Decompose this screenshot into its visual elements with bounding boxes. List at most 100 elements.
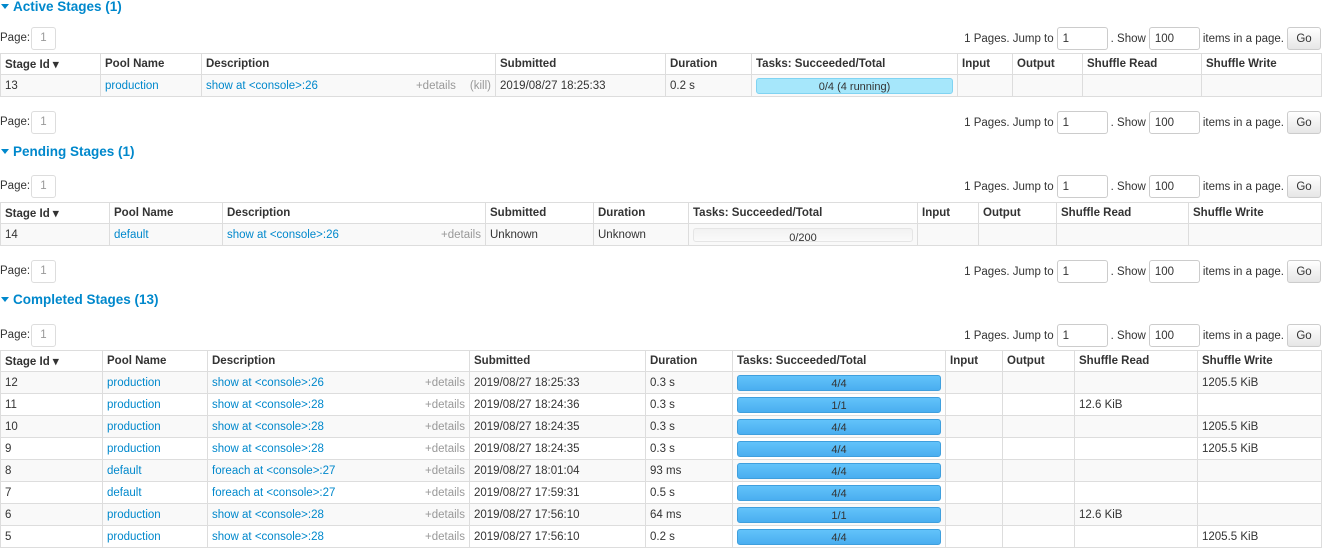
- page-number-button[interactable]: 1: [31, 260, 56, 283]
- column-header-duration[interactable]: Duration: [665, 53, 752, 75]
- pool-link[interactable]: production: [107, 508, 161, 521]
- description-link[interactable]: show at <console>:28: [212, 420, 324, 433]
- pool-link[interactable]: production: [107, 420, 161, 433]
- column-header-pool-name[interactable]: Pool Name: [100, 53, 202, 75]
- column-header-shuffle-write[interactable]: Shuffle Write: [1201, 53, 1322, 75]
- show-label: . Show: [1110, 265, 1146, 278]
- go-button[interactable]: Go: [1287, 111, 1321, 134]
- pool-name-cell: default: [109, 223, 223, 246]
- description-link[interactable]: show at <console>:28: [212, 508, 324, 521]
- details-toggle[interactable]: +details: [425, 464, 465, 477]
- shuffle-read-cell: [1074, 459, 1198, 482]
- page-label: Page:: [0, 265, 31, 277]
- description-link[interactable]: foreach at <console>:27: [212, 464, 336, 477]
- column-header-description[interactable]: Description: [201, 53, 496, 75]
- pool-link[interactable]: production: [107, 376, 161, 389]
- column-header-description[interactable]: Description: [207, 350, 470, 372]
- column-header-pool-name[interactable]: Pool Name: [102, 350, 208, 372]
- column-header-shuffle-read[interactable]: Shuffle Read: [1074, 350, 1198, 372]
- pool-link[interactable]: default: [107, 486, 142, 499]
- description-cell: +details show at <console>:28: [207, 393, 470, 416]
- column-header-output[interactable]: Output: [978, 202, 1057, 224]
- section-title-1[interactable]: Pending Stages (1): [0, 144, 135, 159]
- page-number-button[interactable]: 1: [31, 324, 56, 347]
- page-number-button[interactable]: 1: [31, 111, 56, 134]
- column-header-description[interactable]: Description: [222, 202, 486, 224]
- pool-link[interactable]: production: [107, 442, 161, 455]
- go-button[interactable]: Go: [1287, 324, 1321, 347]
- column-header-shuffle-read[interactable]: Shuffle Read: [1082, 53, 1202, 75]
- duration-cell: 93 ms: [645, 459, 733, 482]
- column-header-duration[interactable]: Duration: [645, 350, 733, 372]
- column-header-submitted[interactable]: Submitted: [485, 202, 594, 224]
- output-cell: [1002, 371, 1075, 394]
- page-size-input[interactable]: [1148, 27, 1200, 50]
- column-header-stage-id[interactable]: Stage Id ▾: [0, 202, 110, 224]
- column-header-submitted[interactable]: Submitted: [469, 350, 646, 372]
- pool-link[interactable]: production: [107, 398, 161, 411]
- details-toggle[interactable]: +details: [425, 420, 465, 433]
- column-header-tasks[interactable]: Tasks: Succeeded/Total: [751, 53, 958, 75]
- jump-to-page-input[interactable]: [1056, 324, 1108, 347]
- section-title-2[interactable]: Completed Stages (13): [0, 292, 159, 307]
- details-toggle[interactable]: +details: [425, 508, 465, 521]
- column-header-input[interactable]: Input: [957, 53, 1013, 75]
- description-link[interactable]: show at <console>:26: [227, 228, 339, 241]
- column-header-shuffle-write[interactable]: Shuffle Write: [1197, 350, 1322, 372]
- column-header-tasks[interactable]: Tasks: Succeeded/Total: [688, 202, 918, 224]
- shuffle-read-cell: 12.6 KiB: [1074, 393, 1198, 416]
- details-toggle[interactable]: +details: [425, 442, 465, 455]
- pool-link[interactable]: production: [105, 79, 159, 92]
- column-header-shuffle-read[interactable]: Shuffle Read: [1056, 202, 1189, 224]
- details-toggle[interactable]: +details: [441, 228, 481, 241]
- pool-link[interactable]: production: [107, 530, 161, 543]
- description-link[interactable]: foreach at <console>:27: [212, 486, 336, 499]
- column-header-stage-id[interactable]: Stage Id ▾: [0, 53, 101, 75]
- go-button[interactable]: Go: [1287, 260, 1321, 283]
- page-number-button[interactable]: 1: [31, 27, 56, 50]
- duration-cell: 0.5 s: [645, 481, 733, 504]
- description-link[interactable]: show at <console>:28: [212, 530, 324, 543]
- details-toggle[interactable]: +details: [415, 79, 456, 92]
- column-header-submitted[interactable]: Submitted: [495, 53, 666, 75]
- column-header-duration[interactable]: Duration: [593, 202, 689, 224]
- kill-link[interactable]: (kill): [469, 79, 491, 92]
- column-header-input[interactable]: Input: [945, 350, 1003, 372]
- column-header-pool-name[interactable]: Pool Name: [109, 202, 223, 224]
- page-size-input[interactable]: [1148, 111, 1200, 134]
- section-title-0[interactable]: Active Stages (1): [0, 0, 122, 14]
- description-link[interactable]: show at <console>:26: [212, 376, 324, 389]
- description-link[interactable]: show at <console>:28: [212, 398, 324, 411]
- details-toggle[interactable]: +details: [425, 398, 465, 411]
- jump-to-page-input[interactable]: [1056, 175, 1108, 198]
- table-row: 8 default +details foreach at <console>:2…: [0, 459, 1322, 482]
- jump-to-page-input[interactable]: [1056, 260, 1108, 283]
- page-number-button[interactable]: 1: [31, 175, 56, 198]
- column-header-output[interactable]: Output: [1002, 350, 1075, 372]
- submitted-cell: 2019/08/27 18:24:36: [469, 393, 646, 416]
- column-header-output[interactable]: Output: [1012, 53, 1083, 75]
- page-size-input[interactable]: [1148, 260, 1200, 283]
- pool-link[interactable]: default: [114, 228, 149, 241]
- column-header-shuffle-write[interactable]: Shuffle Write: [1188, 202, 1322, 224]
- column-header-input[interactable]: Input: [917, 202, 979, 224]
- page-size-input[interactable]: [1148, 324, 1200, 347]
- shuffle-write-cell: 1205.5 KiB: [1197, 437, 1322, 460]
- details-toggle[interactable]: +details: [425, 486, 465, 499]
- go-button[interactable]: Go: [1287, 27, 1321, 50]
- tasks-progress-bar: 1/1: [737, 396, 941, 413]
- collapse-arrow-icon: [1, 296, 9, 302]
- tasks-cell: 1/1: [732, 503, 946, 526]
- column-header-tasks[interactable]: Tasks: Succeeded/Total: [732, 350, 946, 372]
- description-link[interactable]: show at <console>:28: [212, 442, 324, 455]
- jump-to-page-input[interactable]: [1056, 27, 1108, 50]
- jump-to-page-input[interactable]: [1056, 111, 1108, 134]
- column-header-stage-id[interactable]: Stage Id ▾: [0, 350, 103, 372]
- details-toggle[interactable]: +details: [425, 530, 465, 543]
- pool-link[interactable]: default: [107, 464, 142, 477]
- go-button[interactable]: Go: [1287, 175, 1321, 198]
- details-toggle[interactable]: +details: [425, 376, 465, 389]
- pool-name-cell: production: [102, 525, 208, 548]
- page-size-input[interactable]: [1148, 175, 1200, 198]
- description-link[interactable]: show at <console>:26: [206, 79, 318, 92]
